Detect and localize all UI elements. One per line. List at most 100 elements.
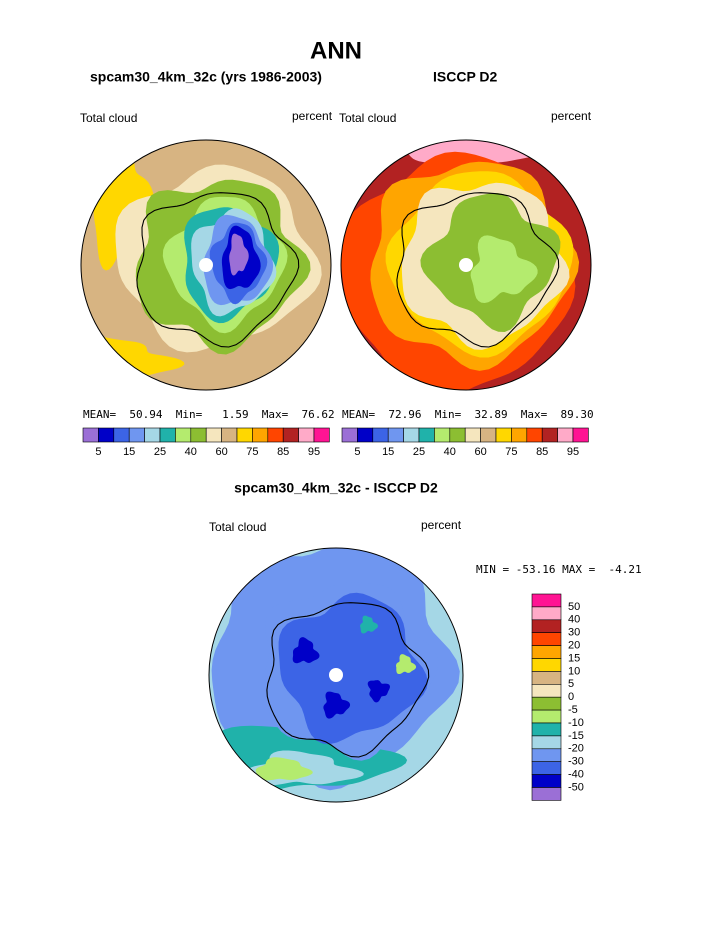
colorbar-box (531, 658, 562, 672)
colorbar-box (557, 427, 574, 443)
colorbar-box (531, 774, 562, 788)
colorbar-box (531, 709, 562, 724)
colorbar-label: 15 (382, 446, 394, 458)
colorbar-box (531, 671, 562, 685)
colorbar-box (298, 427, 315, 443)
stats: MIN = -53.16 MAX = -4.21 (476, 563, 642, 576)
colorbar-box (282, 427, 299, 443)
colorbar-box (144, 427, 161, 443)
colorbar-box (531, 696, 562, 711)
units-label: percent (421, 518, 462, 532)
colorbar-box (205, 427, 222, 443)
colorbar-label: 85 (536, 446, 548, 458)
colorbar-box (252, 427, 269, 443)
colorbar-label: -15 (568, 730, 584, 742)
colorbar-box (531, 606, 562, 621)
colorbar-label: 85 (277, 446, 289, 458)
map (341, 140, 591, 390)
colorbar-label: -10 (568, 717, 584, 729)
contour-region (323, 691, 351, 719)
coastline (396, 192, 560, 348)
colorbar-box (357, 427, 374, 443)
colorbar-box (531, 632, 562, 646)
map-border (208, 547, 464, 803)
colorbar-label: -30 (568, 756, 584, 768)
colorbar-box (372, 427, 389, 443)
colorbar-label: -50 (568, 781, 584, 793)
contour-region (367, 680, 390, 703)
contour-region (255, 757, 313, 781)
colorbar-box (531, 735, 562, 750)
colorbar-box (82, 427, 99, 443)
contour-region (470, 235, 538, 303)
colorbar-label: 25 (413, 446, 425, 458)
pole-hole (199, 258, 213, 272)
colorbar-box (531, 787, 562, 801)
coastline (136, 192, 300, 348)
colorbar-label: 0 (568, 691, 574, 703)
units-label: percent (551, 109, 592, 123)
colorbar-box (531, 593, 562, 608)
colorbar-label: 95 (567, 446, 579, 458)
colorbar-label: 60 (474, 446, 486, 458)
figure-title: ANN (310, 37, 362, 64)
colorbar-label: 5 (95, 446, 101, 458)
contour-region (360, 615, 378, 634)
colorbar-label: -5 (568, 704, 578, 716)
map (209, 548, 463, 802)
colorbar-box (159, 427, 176, 443)
colorbar-box (526, 427, 543, 443)
colorbar-box (531, 761, 562, 775)
colorbar-box (313, 427, 330, 443)
contour-region (229, 233, 249, 276)
colorbar-box (511, 427, 528, 443)
colorbar-label: 30 (568, 627, 580, 639)
contour-region (396, 654, 417, 674)
map-border (80, 139, 332, 391)
colorbar-label: 60 (215, 446, 227, 458)
colorbar-box (495, 427, 512, 443)
colorbar-box (418, 427, 435, 443)
panel-title: spcam30_4km_32c - ISCCP D2 (234, 480, 438, 496)
colorbar-label: 40 (444, 446, 456, 458)
colorbar-box (449, 427, 466, 443)
colorbar-label: -20 (568, 743, 584, 755)
colorbar-label: 15 (568, 652, 580, 664)
map (81, 140, 331, 390)
contour-region (292, 637, 320, 664)
colorbar-box (572, 427, 589, 443)
colorbar-label: -40 (568, 769, 584, 781)
panel-title: ISCCP D2 (433, 69, 498, 85)
colorbar-label: 10 (568, 665, 580, 677)
units-label: percent (292, 109, 333, 123)
colorbar-box (531, 683, 562, 698)
colorbar-box (531, 619, 562, 633)
colorbar-label: 95 (308, 446, 320, 458)
map-border (340, 139, 592, 391)
colorbar-box (128, 427, 145, 443)
colorbar-box (531, 722, 562, 737)
pole-hole (459, 258, 473, 272)
maps (80, 139, 592, 803)
colorbar-box (221, 427, 238, 443)
colorbar-box (541, 427, 558, 443)
colorbar-label: 5 (568, 678, 574, 690)
panel-title: spcam30_4km_32c (yrs 1986-2003) (90, 69, 322, 85)
pole-hole (329, 668, 343, 682)
colorbar-label: 15 (123, 446, 135, 458)
colorbar-box (480, 427, 497, 443)
colorbar-label: 5 (354, 446, 360, 458)
colorbar-box (531, 748, 562, 762)
stats: MEAN= 72.96 Min= 32.89 Max= 89.30 (342, 408, 594, 421)
colorbar-box (267, 427, 284, 443)
colorbar-box (236, 427, 253, 443)
colorbar-box (341, 427, 358, 443)
colorbar-box (387, 427, 404, 443)
colorbar-label: 50 (568, 601, 580, 613)
contour-region (278, 592, 428, 745)
colorbar-box (113, 427, 130, 443)
colorbar-label: 25 (154, 446, 166, 458)
colorbar-box (403, 427, 420, 443)
colorbar-box (464, 427, 481, 443)
